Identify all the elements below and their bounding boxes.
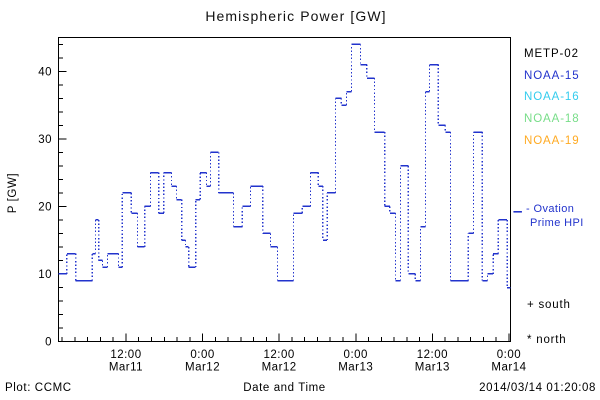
- x-tick-date: Mar12: [262, 362, 297, 374]
- chart-title: Hemispheric Power [GW]: [205, 8, 387, 24]
- y-tick-label: 10: [38, 269, 52, 281]
- legend-item-noaa-18: NOAA-18: [524, 113, 580, 126]
- legend-ovation-line1: - Ovation: [526, 203, 575, 215]
- x-tick-time: 12:00: [417, 349, 448, 361]
- x-tick-date: Mar11: [109, 362, 143, 374]
- hpi-vertical-connectors: [66, 44, 508, 288]
- axes-frame: [58, 37, 511, 342]
- y-tick-label: 30: [38, 134, 52, 146]
- y-tick-label: 20: [38, 201, 52, 213]
- legend-item-metp-02: METP-02: [524, 48, 579, 60]
- hpi-step-series: [58, 43, 511, 289]
- footer-plot-source: Plot: CCMC: [5, 382, 72, 394]
- legend-item-noaa-19: NOAA-19: [524, 134, 580, 147]
- tick-labels: 01020304012:00Mar110:00Mar1212:00Mar120:…: [38, 66, 526, 373]
- legend-ovation-line2: Prime HPI: [530, 216, 584, 229]
- x-tick-date: Mar13: [338, 362, 373, 374]
- y-tick-label: 40: [38, 66, 52, 78]
- x-tick-date: Mar13: [415, 362, 450, 374]
- hpi-horizontal-steps: [58, 43, 511, 289]
- x-tick-time: 12:00: [110, 349, 141, 361]
- footer-timestamp: 2014/03/14 01:20:08: [479, 382, 596, 394]
- legend-south-marker: + south: [527, 299, 571, 311]
- x-tick-time: 0:00: [344, 349, 368, 361]
- legend-item-noaa-15: NOAA-15: [524, 69, 580, 82]
- y-tick-label: 0: [45, 337, 52, 349]
- legend-item-noaa-16: NOAA-16: [524, 91, 580, 104]
- x-tick-time: 0:00: [497, 349, 521, 361]
- legend-north-marker: * north: [527, 334, 567, 346]
- x-axis-label: Date and Time: [243, 382, 326, 394]
- x-tick-time: 12:00: [264, 349, 295, 361]
- x-tick-date: Mar12: [185, 362, 220, 374]
- x-tick-date: Mar14: [491, 362, 526, 374]
- x-tick-time: 0:00: [190, 349, 214, 361]
- legend-ovation: - Ovation Prime HPI: [526, 203, 584, 230]
